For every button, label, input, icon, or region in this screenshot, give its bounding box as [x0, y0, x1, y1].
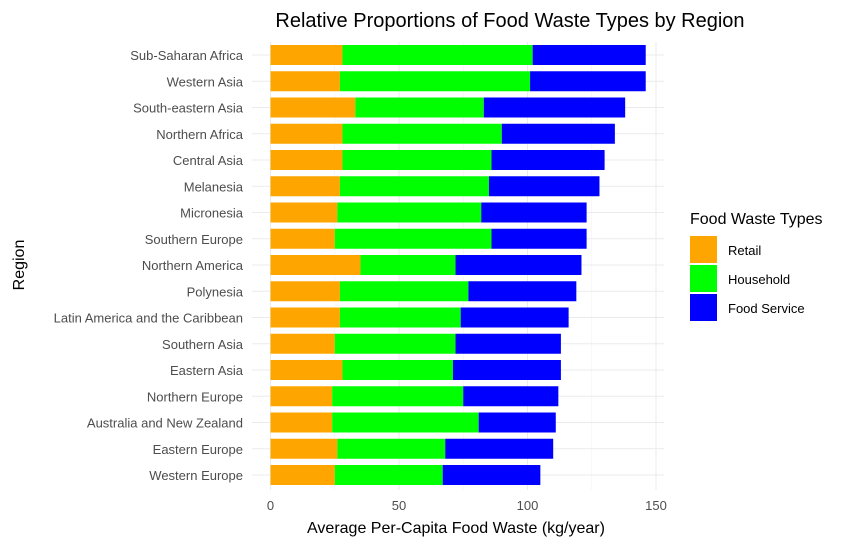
bar-food-service [491, 228, 587, 249]
bar-retail [270, 307, 340, 328]
bar-food-service [455, 333, 561, 354]
bar-food-service [442, 465, 541, 485]
y-axis-title: Region [11, 240, 28, 291]
bar-retail [270, 176, 340, 197]
y-tick-label: Polynesia [187, 284, 244, 299]
bar-household [332, 412, 479, 433]
bar-retail [270, 123, 343, 144]
bar-retail [270, 281, 340, 302]
bar-food-service [478, 412, 556, 433]
legend-swatch-retail [690, 236, 717, 263]
bar-household [355, 97, 484, 118]
bar-food-service [463, 386, 559, 407]
x-tick-label: 0 [267, 498, 274, 513]
bar-household [339, 71, 531, 92]
y-tick-label: Latin America and the Caribbean [54, 311, 243, 326]
x-tick-label: 50 [392, 498, 406, 513]
bar-retail [270, 333, 335, 354]
x-axis-title: Average Per-Capita Food Waste (kg/year) [307, 520, 605, 537]
bar-food-service [501, 123, 615, 144]
bar-household [342, 150, 492, 170]
bar-retail [270, 386, 333, 407]
bar-food-service [445, 438, 554, 459]
y-tick-label: Eastern Europe [153, 442, 243, 457]
bar-food-service [488, 176, 600, 197]
legend-title: Food Waste Types [690, 211, 823, 228]
bar-household [337, 202, 482, 223]
bar-household [334, 465, 443, 485]
y-tick-label: Northern Africa [156, 127, 243, 142]
y-tick-label: Micronesia [180, 206, 244, 221]
y-tick-labels: Sub-Saharan Africa Western Asia South-east… [54, 48, 244, 483]
y-tick-label: Sub-Saharan Africa [130, 48, 244, 63]
bar-food-service [530, 71, 646, 92]
bar-household [339, 176, 489, 197]
bar-household [334, 228, 492, 249]
y-tick-label: Eastern Asia [170, 363, 244, 378]
bar-food-service [481, 202, 587, 223]
bar-food-service [491, 150, 605, 170]
legend-swatch-household [690, 265, 717, 292]
bar-household [342, 123, 502, 144]
bar-food-service [460, 307, 569, 328]
legend: Food Waste Types Retail Household Food Ser… [690, 211, 823, 321]
bar-retail [270, 228, 335, 249]
bar-food-service [455, 255, 582, 275]
y-tick-label: Western Asia [167, 74, 244, 89]
bar-retail [270, 360, 343, 380]
y-tick-label: Melanesia [184, 179, 244, 194]
bar-retail [270, 255, 361, 275]
bar-retail [270, 465, 335, 485]
bar-retail [270, 412, 333, 433]
y-tick-label: South-eastern Asia [133, 101, 244, 116]
legend-swatch-food-service [690, 294, 717, 321]
bar-food-service [483, 97, 626, 118]
bar-retail [270, 438, 338, 459]
bar-household [337, 438, 446, 459]
bar-food-service [468, 281, 577, 302]
chart-title: Relative Proportions of Food Waste Types… [275, 10, 744, 32]
bar-household [334, 333, 456, 354]
bar-retail [270, 97, 356, 118]
x-tick-labels: 0 50 100 150 [267, 498, 667, 513]
legend-label: Household [728, 272, 790, 287]
x-tick-label: 100 [517, 498, 539, 513]
bar-retail [270, 45, 343, 65]
bar-household [360, 255, 456, 275]
y-tick-label: Southern Europe [145, 232, 243, 247]
y-tick-label: Central Asia [173, 153, 244, 168]
y-tick-label: Southern Asia [162, 337, 244, 352]
y-tick-label: Australia and New Zealand [87, 416, 243, 431]
bar-food-service [452, 360, 561, 380]
bar-food-service [532, 45, 646, 65]
x-tick-label: 150 [645, 498, 667, 513]
bar-household [332, 386, 464, 407]
y-tick-label: Northern America [142, 258, 244, 273]
legend-label: Retail [728, 243, 761, 258]
bar-household [339, 281, 469, 302]
y-tick-label: Western Europe [149, 468, 243, 483]
bar-retail [270, 71, 340, 92]
bar-household [342, 360, 453, 380]
legend-label: Food Service [728, 301, 805, 316]
y-tick-label: Northern Europe [147, 389, 243, 404]
bar-retail [270, 150, 343, 170]
bar-retail [270, 202, 338, 223]
bar-household [339, 307, 461, 328]
bars [270, 45, 646, 485]
bar-household [342, 45, 533, 65]
